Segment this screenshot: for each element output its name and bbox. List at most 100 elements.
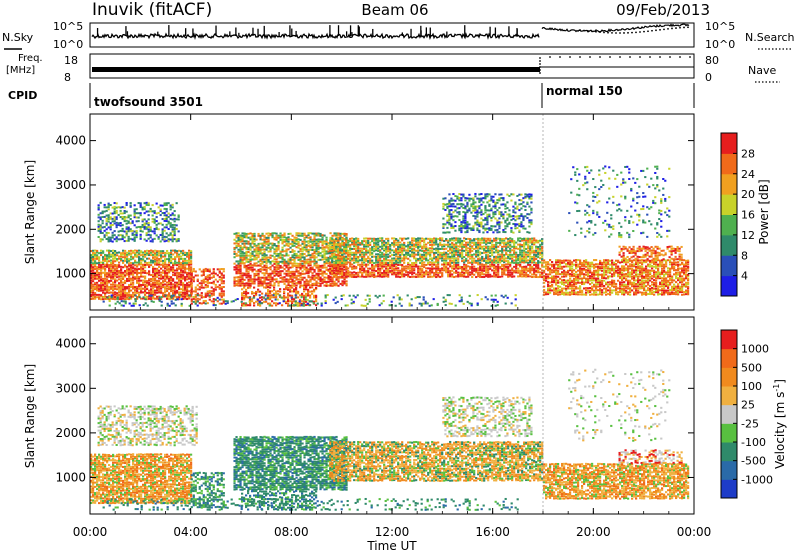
noise-left-tick-top: 10^5 — [53, 20, 83, 33]
range-gate-cell — [391, 264, 394, 267]
range-gate-cell — [479, 263, 482, 266]
range-gate-cell — [456, 215, 459, 218]
range-gate-cell — [367, 275, 370, 278]
range-gate-cell — [425, 259, 428, 262]
range-gate-cell — [395, 249, 398, 252]
range-gate-cell — [121, 234, 124, 237]
range-gate-cell — [128, 284, 131, 287]
range-gate-cell — [307, 288, 310, 291]
range-gate-cell — [448, 221, 451, 224]
range-gate-cell — [174, 285, 177, 288]
range-gate-cell — [527, 275, 530, 278]
range-gate-cell — [163, 240, 166, 243]
range-gate-cell — [178, 267, 181, 270]
range-gate-cell — [462, 203, 465, 206]
range-gate-cell — [279, 296, 282, 299]
range-gate-cell — [339, 249, 342, 252]
range-gate-cell — [317, 250, 320, 253]
range-gate-cell — [271, 280, 274, 283]
site-title: Inuvik (fitACF) — [92, 0, 212, 20]
range-gate-cell — [307, 272, 310, 275]
range-gate-cell — [477, 255, 480, 258]
range-gate-cell — [369, 247, 372, 250]
range-gate-cell — [541, 247, 544, 250]
range-gate-cell — [100, 273, 103, 276]
range-gate-cell — [491, 269, 494, 272]
range-gate-cell — [381, 241, 384, 244]
range-gate-cell — [341, 280, 344, 283]
nave-dot — [619, 56, 621, 58]
range-gate-cell — [115, 236, 118, 239]
range-gate-cell — [343, 243, 346, 246]
range-gate-cell — [453, 261, 456, 264]
range-gate-cell — [112, 264, 115, 267]
range-gate-cell — [309, 236, 312, 239]
range-gate-cell — [503, 273, 506, 276]
range-gate-cell — [371, 271, 374, 274]
range-gate-cell — [145, 203, 148, 206]
range-gate-cell — [259, 268, 262, 271]
range-gate-cell — [445, 257, 448, 260]
range-gate-cell — [521, 237, 524, 240]
range-gate-cell — [381, 239, 384, 242]
range-gate-cell — [255, 300, 258, 303]
range-gate-cell — [327, 246, 330, 249]
range-gate-cell — [279, 256, 282, 259]
range-gate-cell — [124, 274, 127, 277]
range-gate-cell — [327, 284, 330, 287]
range-gate-cell — [180, 288, 183, 291]
range-gate-cell — [383, 247, 386, 250]
range-gate-cell — [138, 284, 141, 287]
range-gate-cell — [431, 243, 434, 246]
range-gate-cell — [279, 250, 282, 253]
range-gate-cell — [176, 252, 179, 255]
range-gate-cell — [299, 282, 302, 285]
range-gate-cell — [472, 227, 475, 230]
range-gate-cell — [381, 247, 384, 250]
range-gate-cell — [321, 236, 324, 239]
range-gate-cell — [156, 283, 159, 286]
range-gate-cell — [114, 255, 117, 258]
range-gate-cell — [156, 286, 159, 289]
range-gate-cell — [114, 269, 117, 272]
range-gate-cell — [285, 270, 288, 273]
nave-dot — [599, 56, 601, 58]
range-gate-cell — [433, 263, 436, 266]
range-gate-cell — [509, 253, 512, 256]
range-gate-cell — [150, 261, 153, 264]
range-gate-cell — [311, 272, 314, 275]
range-gate-cell — [457, 263, 460, 266]
range-gate-cell — [431, 271, 434, 274]
range-gate-cell — [335, 247, 338, 250]
range-gate-cell — [156, 291, 159, 294]
range-gate-cell — [329, 280, 332, 283]
range-gate-cell — [204, 295, 207, 298]
range-gate-cell — [277, 280, 280, 283]
range-gate-cell — [108, 272, 111, 275]
range-gate-cell — [263, 272, 266, 275]
range-gate-cell — [485, 240, 488, 243]
range-gate-cell — [309, 278, 312, 281]
range-gate-cell — [441, 237, 444, 240]
range-gate-cell — [176, 289, 179, 292]
range-gate-cell — [173, 238, 176, 241]
range-gate-cell — [519, 263, 522, 266]
range-gate-cell — [154, 262, 157, 265]
range-gate-cell — [465, 245, 468, 248]
range-gate-cell — [287, 302, 290, 305]
range-gate-cell — [423, 261, 426, 264]
range-gate-cell — [273, 248, 276, 251]
range-gate-cell — [489, 255, 492, 258]
range-gate-cell — [200, 284, 203, 287]
range-gate-cell — [373, 276, 376, 279]
range-gate-cell — [435, 266, 438, 268]
range-gate-cell — [315, 286, 318, 289]
range-gate-cell — [283, 238, 286, 241]
range-gate-cell — [377, 253, 380, 256]
range-gate-cell — [531, 245, 534, 248]
range-gate-cell — [196, 284, 199, 287]
range-gate-cell — [194, 293, 197, 296]
range-gate-cell — [345, 257, 348, 260]
range-gate-cell — [116, 279, 119, 282]
range-gate-cell — [245, 234, 248, 237]
